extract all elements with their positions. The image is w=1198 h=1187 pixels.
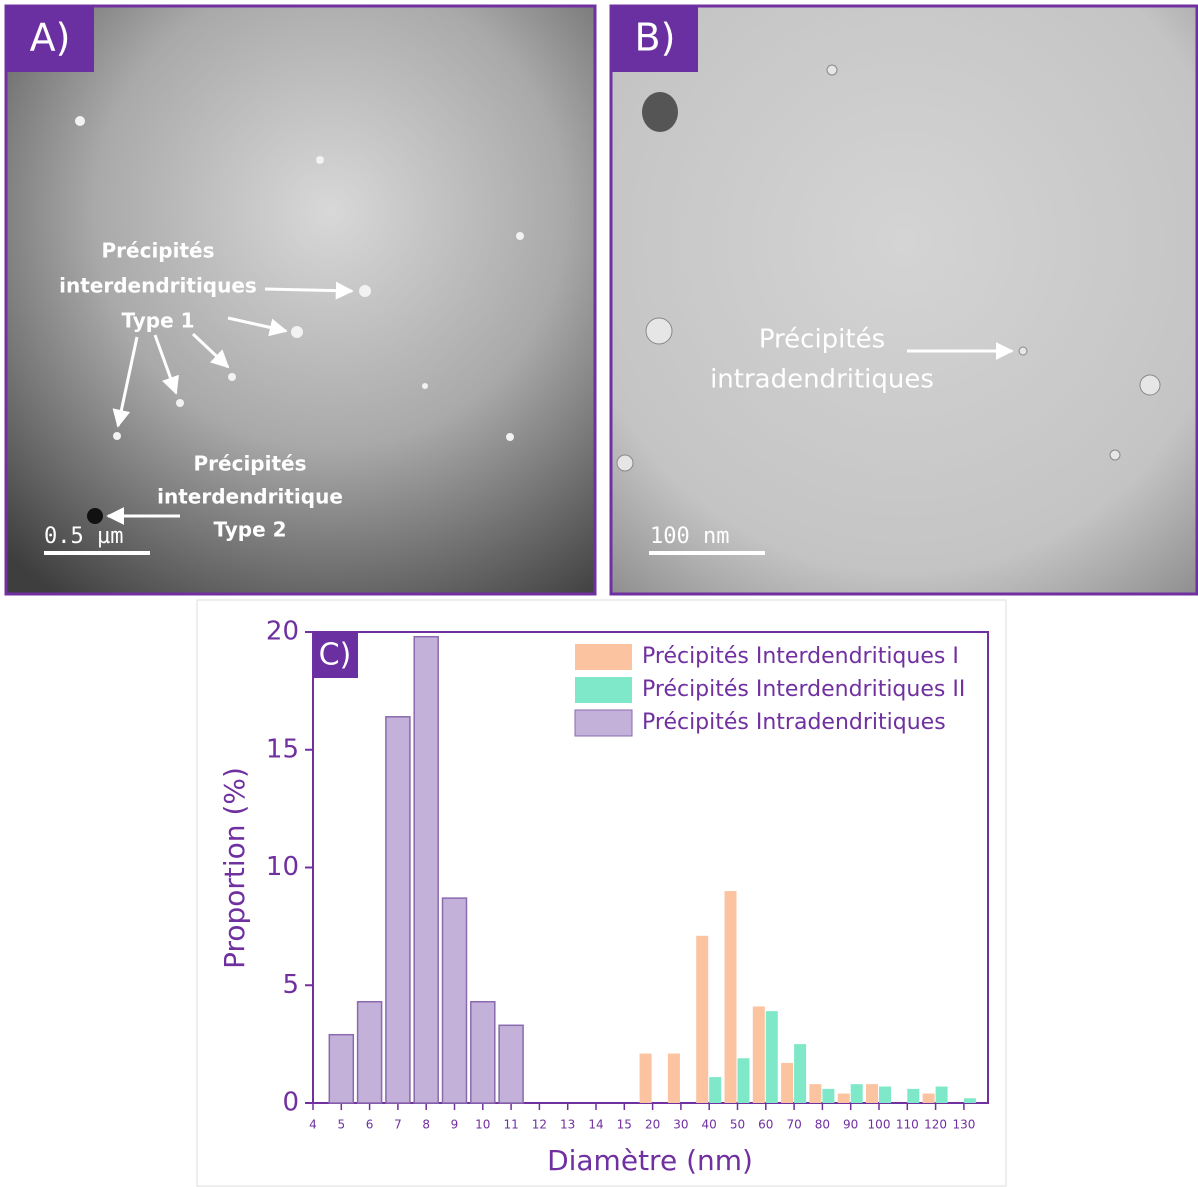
bar [385, 716, 411, 1104]
panel-b: B) 100 nm [609, 4, 1198, 596]
scale-label: 100 nm [650, 524, 729, 549]
x-tick-label: 60 [758, 1118, 773, 1132]
bar [470, 1000, 496, 1104]
legend-swatch [575, 677, 632, 703]
bar [667, 1053, 680, 1103]
bar [639, 1053, 652, 1103]
x-tick-label: 20 [645, 1118, 660, 1132]
x-tick-label: 5 [337, 1118, 345, 1132]
x-tick-label: 130 [952, 1118, 975, 1132]
panel-label: B) [635, 16, 676, 60]
annotation: Type 2 [213, 518, 286, 542]
bar [922, 1093, 935, 1103]
y-tick-label: 20 [266, 617, 299, 647]
x-tick-label: 14 [588, 1118, 603, 1132]
x-tick-label: 110 [896, 1118, 919, 1132]
x-tick-label: 40 [702, 1118, 717, 1132]
panel-label-box [611, 6, 698, 72]
x-tick-label: 11 [503, 1118, 518, 1132]
bar [879, 1086, 891, 1103]
bar [498, 1024, 524, 1104]
panel-label-box [313, 632, 358, 678]
annotation: interdendritique [157, 485, 343, 509]
x-tick-label: 15 [617, 1118, 632, 1132]
x-tick-label: 7 [394, 1118, 402, 1132]
bar [765, 1011, 778, 1103]
bar [794, 1044, 807, 1103]
annotation: Précipités [194, 452, 307, 476]
bar [356, 1000, 383, 1104]
x-tick-label: 12 [532, 1118, 547, 1132]
particles [75, 116, 524, 441]
x-axis-label: Diamètre (nm) [547, 1144, 753, 1177]
y-axis-label: Proportion (%) [218, 767, 251, 969]
bar [696, 935, 709, 1103]
legend-swatch [574, 709, 633, 737]
bar [737, 1058, 750, 1103]
panel-label-box [6, 6, 94, 72]
bar [328, 1033, 355, 1104]
x-tick-label: 50 [730, 1118, 745, 1132]
x-tick-label: 4 [309, 1118, 317, 1132]
legend-label: Précipités Interdendritiques II [642, 677, 965, 702]
y-tick-label: 5 [282, 970, 299, 1000]
micrograph [609, 4, 1198, 596]
arrows [106, 281, 354, 525]
x-tick-label: 8 [422, 1118, 430, 1132]
x-tick-label: 90 [843, 1118, 858, 1132]
x-tick-label: 6 [366, 1118, 374, 1132]
bar [837, 1093, 850, 1103]
panel-label: A) [30, 16, 71, 60]
legend-label: Précipités Interdendritiques I [642, 644, 959, 669]
annotation: interdendritiques [59, 274, 257, 298]
scale-label: 0.5 µm [44, 524, 123, 549]
legend-swatch [575, 644, 632, 670]
particles [616, 64, 1161, 472]
bar [963, 1098, 976, 1103]
bar [866, 1084, 878, 1103]
x-tick-label: 13 [560, 1118, 575, 1132]
y-tick-label: 0 [282, 1088, 299, 1118]
x-tick-label: 70 [786, 1118, 801, 1132]
x-tick-label: 30 [673, 1118, 688, 1132]
micrograph [4, 4, 597, 596]
bar [935, 1086, 948, 1103]
annotation: Précipités [102, 239, 215, 263]
x-tick-label: 80 [815, 1118, 830, 1132]
bar [413, 635, 439, 1104]
bar [709, 1077, 722, 1103]
x-tick-label: 9 [451, 1118, 459, 1132]
bar [809, 1084, 822, 1103]
bar [850, 1084, 863, 1103]
annotation: Type 1 [121, 309, 194, 333]
bar [724, 891, 737, 1103]
y-tick-label: 15 [266, 734, 299, 764]
bar [907, 1088, 920, 1103]
particle [642, 92, 678, 132]
bar [781, 1062, 794, 1103]
x-tick-label: 10 [475, 1118, 490, 1132]
panel-label: C) [319, 638, 352, 673]
particle [87, 508, 103, 524]
x-tick-label: 120 [924, 1118, 947, 1132]
y-tick-label: 10 [266, 852, 299, 882]
annotation: intradendritiques [710, 365, 934, 395]
bar [441, 897, 468, 1104]
bar [822, 1088, 835, 1103]
legend-label: Précipités Intradendritiques [642, 710, 946, 735]
annotation: Précipités [759, 325, 885, 355]
panel-a: A) 0.5 µm [4, 4, 597, 596]
bar [752, 1006, 765, 1103]
x-tick-label: 100 [868, 1118, 891, 1132]
